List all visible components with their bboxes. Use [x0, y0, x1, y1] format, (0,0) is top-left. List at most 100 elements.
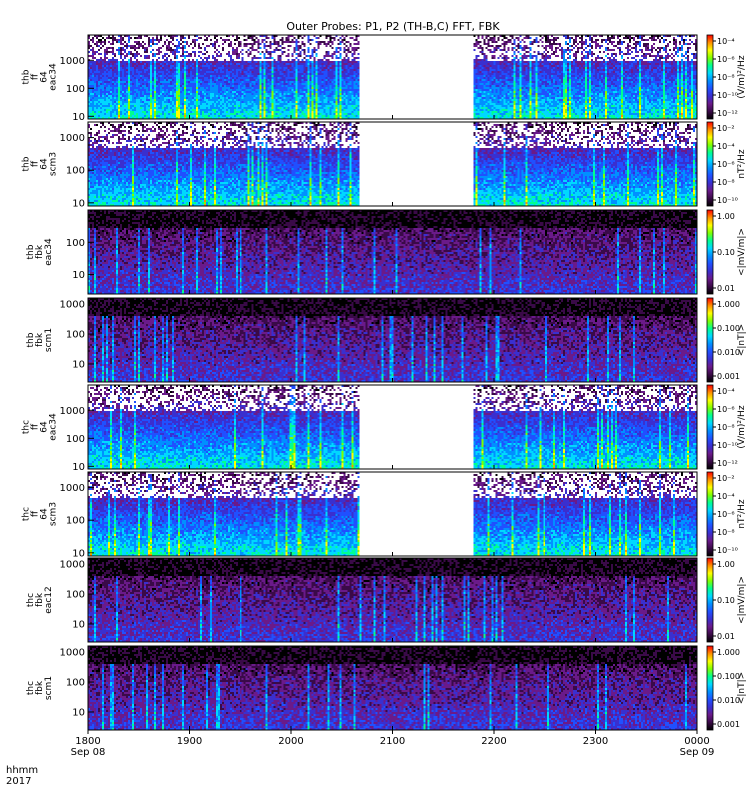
colorbar-tick-label: 0.010 — [717, 696, 740, 705]
colorbar-tick-label: 10⁻⁸ — [717, 528, 735, 537]
panel-ylabel-line: fbk — [35, 332, 45, 347]
colorbar-tick-label: 0.100 — [717, 324, 740, 333]
y-tick-label: 10 — [72, 548, 85, 559]
colorbar-tick-label: 10⁻⁶ — [717, 55, 735, 64]
time-tick-label: 1900 — [177, 736, 202, 747]
colorbar-tick-label: 10⁻⁴ — [717, 492, 735, 501]
colorbar-tick-label: 1.000 — [717, 648, 740, 657]
figure-title: Outer Probes: P1, P2 (TH-B,C) FFT, FBK — [286, 20, 500, 33]
colorbar-tick-label: 10⁻⁶ — [717, 510, 735, 519]
colorbar-title: <|nT|> — [737, 672, 747, 704]
spectrogram-image — [88, 472, 697, 556]
colorbar-tick-label: 0.001 — [717, 372, 740, 381]
panel-ylabel-line: eac34 — [49, 413, 59, 441]
y-tick-label: 100 — [66, 434, 85, 445]
panel-ylabel-line: ff — [31, 73, 41, 80]
colorbar — [706, 384, 714, 470]
panel-ylabel-line: ff — [31, 510, 41, 517]
colorbar-tick-label: 1.00 — [717, 212, 735, 221]
panel-ylabel-line: thc — [22, 507, 32, 521]
panel-thb_fbk_scm1: 1000 100 10 thb fbk scm1 1.000 0.100 0.010 0.001 <… — [26, 297, 747, 383]
panel-ylabel-line: thb — [26, 332, 36, 347]
panel-thc_ff_scm3: 1000 100 10 thc ff 64 scm3 10⁻² 10⁻⁴ 10⁻⁶ 10⁻⁸ 10⁻¹… — [22, 471, 747, 559]
y-tick-label: 10 — [72, 359, 85, 370]
panel-thb_ff_scm3: 1000 100 10 thb ff 64 scm3 10⁻² 10⁻⁴ 10⁻⁶ 10⁻⁸ 10⁻¹… — [22, 121, 747, 209]
colorbar-title: (V/m)²/Hz — [737, 405, 747, 448]
colorbar-title: (V/m)²/Hz — [737, 55, 747, 98]
panel-ylabel-line: 64 — [40, 421, 50, 433]
colorbar-tick-label: 10⁻¹⁰ — [717, 196, 738, 205]
panel-ylabel-line: scm3 — [49, 502, 59, 526]
colorbar — [706, 209, 714, 295]
spectrogram-image — [88, 558, 697, 642]
y-tick-label: 1000 — [60, 648, 85, 659]
colorbar-tick-label: 10⁻² — [717, 124, 735, 133]
panel-ylabel-line: fbk — [35, 244, 45, 259]
colorbar-tick-label: 10⁻⁶ — [717, 160, 735, 169]
y-tick-label: 10 — [72, 707, 85, 718]
colorbar-title: <|nT|> — [737, 324, 747, 356]
colorbar-tick-label: 0.010 — [717, 348, 740, 357]
colorbar-title: nT²/Hz — [737, 149, 747, 179]
spectrogram-image — [88, 35, 697, 119]
colorbar-title: nT²/Hz — [737, 499, 747, 529]
colorbar — [706, 471, 714, 557]
colorbar-tick-label: 10⁻⁸ — [717, 423, 735, 432]
panel-ylabel-line: scm1 — [44, 328, 54, 352]
y-tick-label: 10 — [72, 270, 85, 281]
colorbar-tick-label: 10⁻¹⁰ — [717, 546, 738, 555]
y-tick-label: 1000 — [60, 406, 85, 417]
time-tick-label: 0000 — [684, 736, 709, 747]
spectrogram-image — [88, 385, 697, 469]
y-tick-label: 10 — [72, 198, 85, 209]
y-tick-label: 1000 — [60, 560, 85, 571]
time-tick-label: 2100 — [380, 736, 405, 747]
colorbar-tick-label: 10⁻¹⁰ — [717, 91, 738, 100]
panel-ylabel-line: fbk — [35, 592, 45, 607]
panel-ylabel-line: thb — [26, 244, 36, 259]
y-tick-label: 1000 — [60, 300, 85, 311]
panel-ylabel-line: thc — [22, 420, 32, 434]
colorbar-tick-label: 10⁻⁴ — [717, 387, 735, 396]
colorbar-tick-label: 0.001 — [717, 720, 740, 729]
colorbar-tick-label: 10⁻¹² — [717, 459, 738, 468]
panel-ylabel-line: eac34 — [44, 238, 54, 266]
colorbar-tick-label: 1.000 — [717, 300, 740, 309]
y-tick-label: 10 — [72, 112, 85, 123]
y-tick-label: 1000 — [60, 133, 85, 144]
colorbar-tick-label: 1.00 — [717, 560, 735, 569]
y-tick-label: 100 — [66, 330, 85, 341]
colorbar — [706, 645, 714, 731]
panel-ylabel-line: thb — [22, 156, 32, 171]
time-tick-label: 1800 — [75, 736, 100, 747]
y-tick-label: 100 — [66, 678, 85, 689]
colorbar — [706, 121, 714, 207]
colorbar — [706, 34, 714, 120]
panel-ylabel-line: ff — [31, 423, 41, 430]
panel-thc_fbk_scm1: 1000 100 10 thc fbk scm1 1.000 0.100 0.010 0.001 <… — [26, 645, 747, 731]
time-tick-label: 2200 — [481, 736, 506, 747]
time-tick-date: Sep 08 — [71, 747, 106, 758]
panel-thb_fbk_eac34: 100 10 thb fbk eac34 1.00 0.10 0.01<|mV/m|> — [26, 209, 747, 295]
colorbar-tick-label: 0.01 — [717, 632, 735, 641]
colorbar-tick-label: 10⁻⁴ — [717, 142, 735, 151]
panel-ylabel-line: scm1 — [44, 676, 54, 700]
colorbar-tick-label: 10⁻⁸ — [717, 73, 735, 82]
time-tick-label: 2000 — [278, 736, 303, 747]
panel-ylabel-line: thc — [26, 593, 36, 607]
panel-ylabel-line: thb — [22, 69, 32, 84]
colorbar-tick-label: 0.100 — [717, 672, 740, 681]
colorbar-tick-label: 0.01 — [717, 284, 735, 293]
y-tick-label: 10 — [72, 462, 85, 473]
y-tick-label: 100 — [66, 238, 85, 249]
panel-thc_fbk_eac12: 1000 100 10 thc fbk eac12 1.00 0.10 0.01<|mV/m|> — [26, 557, 747, 643]
colorbar-title: <|mV/m|> — [737, 576, 747, 624]
colorbar-tick-label: 0.10 — [717, 596, 735, 605]
spectrogram-image — [88, 646, 697, 730]
panel-ylabel-line: scm3 — [49, 152, 59, 176]
y-tick-label: 1000 — [60, 56, 85, 67]
panel-ylabel-line: thc — [26, 681, 36, 695]
time-axis-label-hhmm: hhmm — [6, 765, 38, 776]
